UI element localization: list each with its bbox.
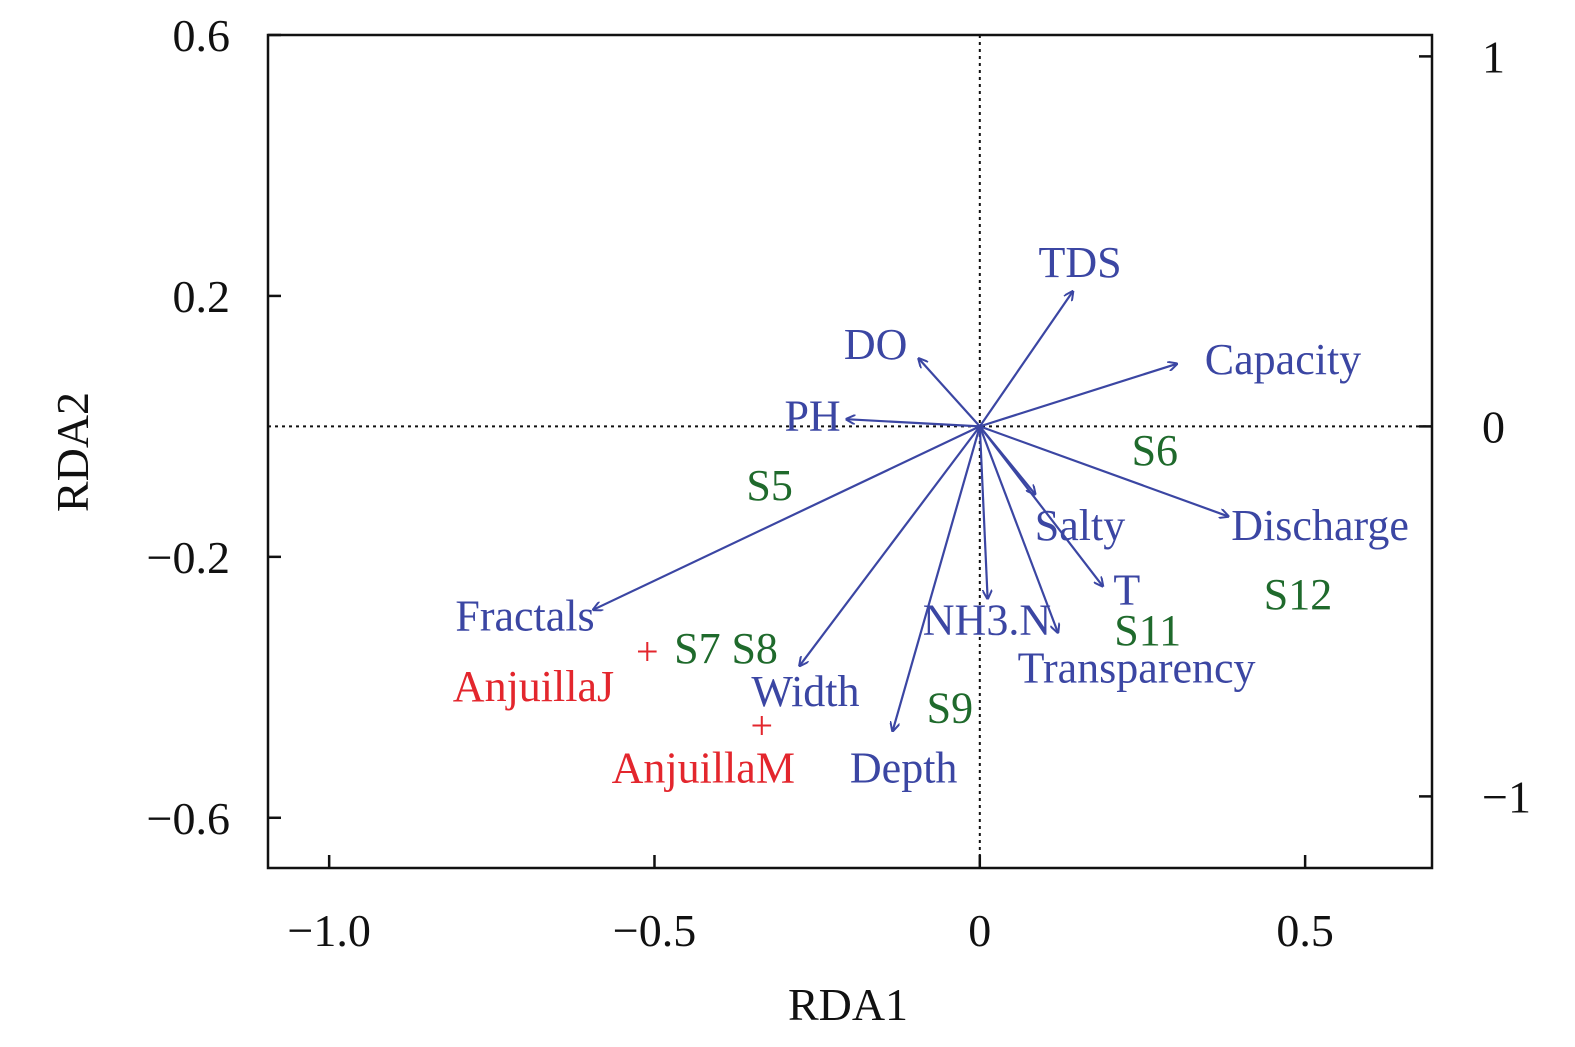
env-arrow-depth: [893, 426, 981, 731]
species-point-marker: +: [751, 703, 774, 748]
plot-frame: [266, 33, 1434, 870]
site-label: S9: [927, 684, 973, 733]
env-label: Depth: [850, 744, 958, 793]
y-axis-label: RDA2: [47, 392, 98, 512]
species-label: AnjuillaJ: [453, 662, 614, 711]
env-arrow-capacity: [979, 364, 1177, 428]
env-label: NH3.N: [923, 595, 1051, 644]
env-arrow-fractals: [593, 425, 981, 609]
env-arrow-transparency: [978, 425, 1058, 632]
env-label: TDS: [1038, 238, 1121, 287]
env-label: Salty: [1035, 501, 1125, 550]
x-tick-label: 0.5: [1276, 905, 1334, 956]
site-label: S12: [1264, 570, 1332, 619]
env-arrow-width: [800, 425, 981, 665]
site-label: S8: [731, 624, 777, 673]
env-arrow-ph: [846, 419, 980, 428]
env-label: Capacity: [1205, 335, 1361, 384]
site-label: S11: [1114, 606, 1181, 655]
env-arrow-nh3-n: [978, 426, 988, 598]
env-arrow-do: [919, 359, 981, 428]
y-tick-label: 0.2: [173, 271, 231, 322]
y2-tick-label: 1: [1482, 31, 1505, 82]
site-label: S7: [674, 624, 720, 673]
species-label: AnjuillaM: [612, 744, 795, 793]
x-tick-label: 0: [968, 905, 991, 956]
env-label: DO: [844, 320, 908, 369]
env-label: Transparency: [1018, 644, 1256, 693]
y2-tick-label: 0: [1482, 401, 1505, 452]
env-label: T: [1113, 565, 1140, 614]
env-arrow-t: [978, 425, 1103, 586]
y-tick-label: 0.6: [173, 10, 231, 61]
site-label: S6: [1132, 426, 1178, 475]
env-label: Width: [751, 667, 859, 716]
env-label: PH: [784, 391, 840, 440]
x-tick-label: −0.5: [613, 905, 696, 956]
species-point-marker: +: [636, 629, 659, 674]
env-label: Discharge: [1231, 501, 1409, 550]
y-tick-label: −0.2: [147, 532, 230, 583]
y-tick-label: −0.6: [147, 793, 230, 844]
x-axis-label: RDA1: [788, 979, 908, 1030]
site-label: S5: [746, 461, 792, 510]
env-arrow-discharge: [979, 425, 1229, 516]
env-label: Fractals: [455, 592, 594, 641]
y2-tick-label: −1: [1482, 771, 1531, 822]
env-arrow-tds: [978, 291, 1073, 428]
x-tick-label: −1.0: [287, 905, 370, 956]
